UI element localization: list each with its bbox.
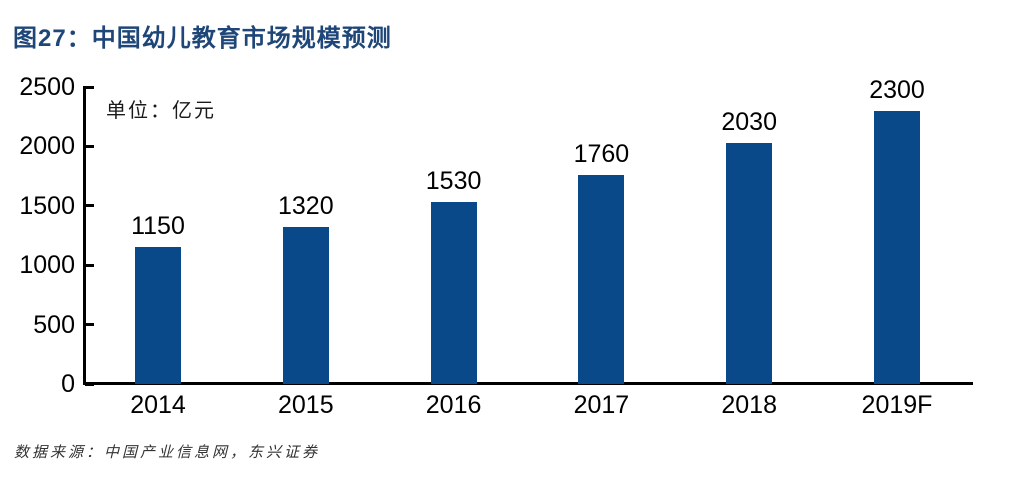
bar-value-label: 1530 xyxy=(425,167,482,196)
x-tick-label: 2016 xyxy=(425,391,482,419)
y-tick-label: 0 xyxy=(61,370,75,398)
bar-value-label: 2030 xyxy=(721,107,777,136)
x-tick-label: 2018 xyxy=(721,391,777,419)
y-tick xyxy=(85,204,94,208)
bar xyxy=(430,202,477,384)
y-tick xyxy=(85,144,94,148)
y-tick-label: 500 xyxy=(33,310,75,339)
y-tick xyxy=(85,323,94,327)
y-tick xyxy=(85,263,94,267)
y-tick-label: 1000 xyxy=(19,251,75,280)
x-axis-line xyxy=(83,382,973,385)
bar-value-label: 1760 xyxy=(573,139,630,168)
y-tick-label: 1500 xyxy=(19,191,75,220)
y-axis-line xyxy=(83,86,86,385)
unit-label: 单位：亿元 xyxy=(106,100,216,122)
bar xyxy=(282,227,329,384)
y-tick xyxy=(85,382,94,386)
y-tick xyxy=(85,85,94,89)
y-tick-label: 2000 xyxy=(19,132,75,161)
bar xyxy=(874,110,920,384)
source-note: 数据来源：中国产业信息网，东兴证券 xyxy=(14,444,321,461)
bar-value-label: 2300 xyxy=(869,75,925,104)
bar-value-label: 1150 xyxy=(131,212,185,241)
bar xyxy=(135,247,181,384)
x-tick-label: 2017 xyxy=(573,391,630,419)
y-tick-label: 2500 xyxy=(19,73,75,101)
chart-title: 图27：中国幼儿教育市场规模预测 xyxy=(13,25,392,52)
x-tick-label: 2014 xyxy=(130,391,186,419)
bar xyxy=(578,174,625,384)
bar xyxy=(726,142,773,384)
bar-value-label: 1320 xyxy=(277,192,334,221)
x-tick-label: 2019F xyxy=(861,391,933,419)
x-tick-label: 2015 xyxy=(277,391,334,419)
